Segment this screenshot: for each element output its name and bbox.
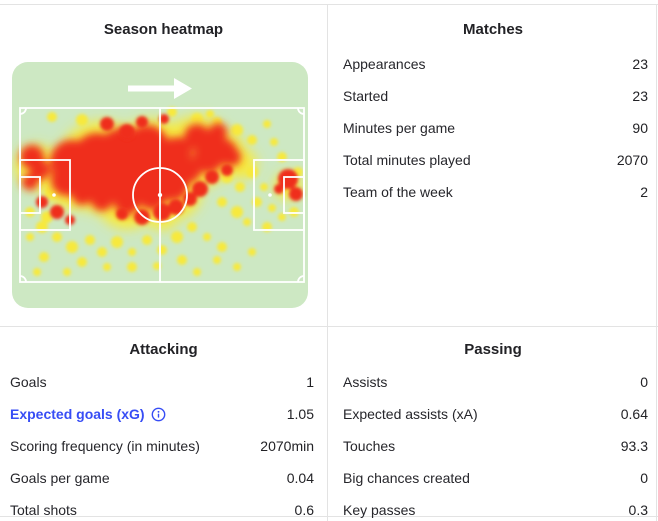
stat-value: 1.05: [286, 406, 314, 422]
stat-label: Big chances created: [343, 470, 470, 486]
attacking-section: Attacking Goals 1 Expected goals (xG) 1.05 S…: [0, 327, 327, 521]
season-heatmap-svg: [12, 62, 308, 308]
stat-value: 0: [640, 470, 648, 486]
attacking-stat-list: Goals 1 Expected goals (xG) 1.05 Scoring fre…: [0, 366, 327, 521]
stat-row-team-of-the-week: Team of the week 2: [343, 176, 648, 208]
stat-row-total-minutes-played: Total minutes played 2070: [343, 144, 648, 176]
stat-label: Assists: [343, 374, 388, 390]
stat-value: 93.3: [620, 438, 648, 454]
stat-label: Goals per game: [10, 470, 110, 486]
stat-value: 2: [640, 184, 648, 200]
stat-value: 0: [640, 374, 648, 390]
stat-row-big-chances-created: Big chances created 0: [343, 462, 648, 494]
horizontal-divider: [0, 326, 658, 327]
stat-label: Goals: [10, 374, 47, 390]
season-heatmap-title: Season heatmap: [103, 21, 224, 38]
stat-row-goals: Goals 1: [10, 366, 314, 398]
stat-value: 0.3: [628, 502, 648, 518]
stat-row-assists: Assists 0: [343, 366, 648, 398]
stat-value: 0.64: [620, 406, 648, 422]
season-heatmap-pitch: [12, 62, 308, 308]
stat-row-scoring-frequency-in-minutes: Scoring frequency (in minutes) 2070min: [10, 430, 314, 462]
passing-section: Passing Assists 0 Expected assists (xA) 0.6…: [328, 327, 658, 521]
stat-value: 2070min: [260, 438, 314, 454]
stat-label: Team of the week: [343, 184, 453, 200]
matches-stat-list: Appearances 23 Started 23 Minutes per game 90…: [328, 48, 658, 208]
stat-label: Scoring frequency (in minutes): [10, 438, 200, 454]
attacking-title: Attacking: [129, 341, 198, 358]
matches-section: Matches Appearances 23 Started 23 Minutes pe…: [328, 4, 658, 326]
info-icon[interactable]: [151, 407, 166, 422]
stat-row-goals-per-game: Goals per game 0.04: [10, 462, 314, 494]
passing-stat-list: Assists 0 Expected assists (xA) 0.64 Touches…: [328, 366, 658, 521]
stat-value: 0.6: [294, 502, 314, 518]
stat-value: 2070: [616, 152, 648, 168]
stat-label: Total minutes played: [343, 152, 471, 168]
top-divider: [0, 4, 658, 5]
stat-row-key-passes: Key passes 0.3: [343, 494, 648, 521]
stat-label: Touches: [343, 438, 396, 454]
stat-label: Minutes per game: [343, 120, 456, 136]
direction-arrow-icon: [128, 78, 192, 99]
stat-row-appearances: Appearances 23: [343, 48, 648, 80]
vertical-divider: [327, 4, 328, 521]
season-heatmap-section: Season heatmap: [0, 4, 327, 326]
pitch-lines: [19, 107, 305, 283]
heatmap-layer: [15, 107, 303, 276]
stat-value: 23: [632, 56, 648, 72]
stat-label: Started: [343, 88, 389, 104]
stat-row-expected-goals-xg[interactable]: Expected goals (xG) 1.05: [10, 398, 314, 430]
stat-row-touches: Touches 93.3: [343, 430, 648, 462]
stat-row-total-shots: Total shots 0.6: [10, 494, 314, 521]
stat-label: Total shots: [10, 502, 77, 518]
passing-title: Passing: [464, 341, 522, 358]
bottom-divider: [0, 516, 658, 517]
right-divider: [656, 4, 657, 521]
stat-label: Appearances: [343, 56, 426, 72]
stat-value: 1: [306, 374, 314, 390]
stat-row-started: Started 23: [343, 80, 648, 112]
stat-row-minutes-per-game: Minutes per game 90: [343, 112, 648, 144]
stat-row-expected-assists-xa: Expected assists (xA) 0.64: [343, 398, 648, 430]
stat-label: Expected goals (xG): [10, 406, 145, 422]
stat-label: Key passes: [343, 502, 416, 518]
stat-value: 90: [632, 120, 648, 136]
stat-value: 0.04: [286, 470, 314, 486]
matches-title: Matches: [462, 21, 524, 38]
stat-label: Expected assists (xA): [343, 406, 478, 422]
stat-value: 23: [632, 88, 648, 104]
